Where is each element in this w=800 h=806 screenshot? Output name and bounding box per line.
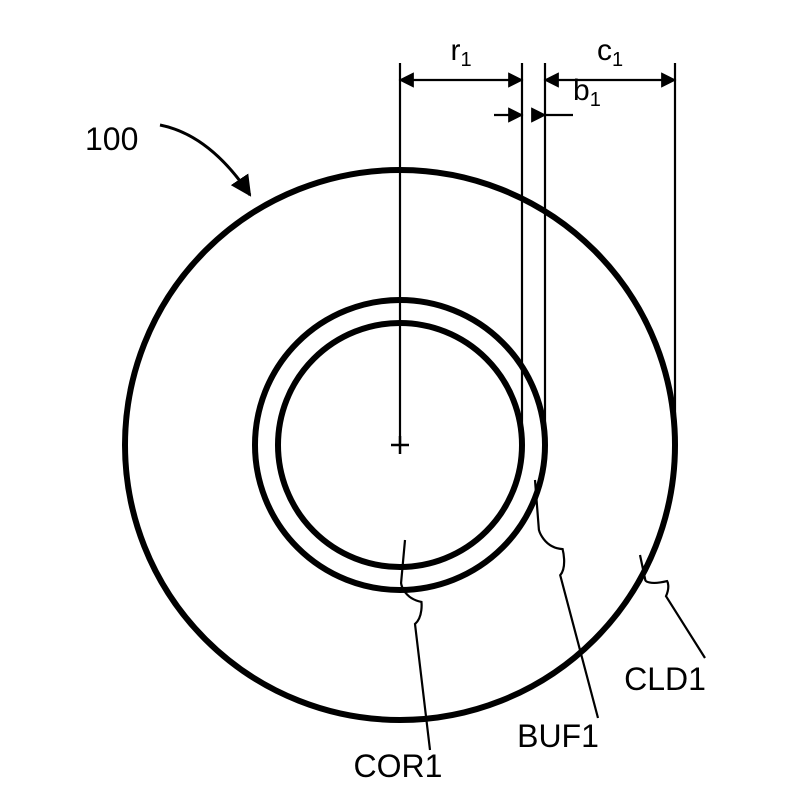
reference-number-100: 100: [85, 121, 138, 157]
dimension-arrows: [400, 80, 675, 115]
part-leaders: [401, 480, 705, 750]
reference-leader-arrow: [160, 125, 250, 195]
label-cld1: CLD1: [624, 661, 706, 697]
dimension-label-c1: c1: [597, 34, 623, 71]
dimension-label-r1: r1: [450, 34, 471, 71]
label-buf1: BUF1: [517, 718, 599, 754]
label-cor1: COR1: [354, 748, 443, 784]
fiber-cross-section-diagram: r1 b1 c1 100 COR1 BUF1 CLD1: [0, 0, 800, 806]
extension-lines: [400, 63, 675, 445]
